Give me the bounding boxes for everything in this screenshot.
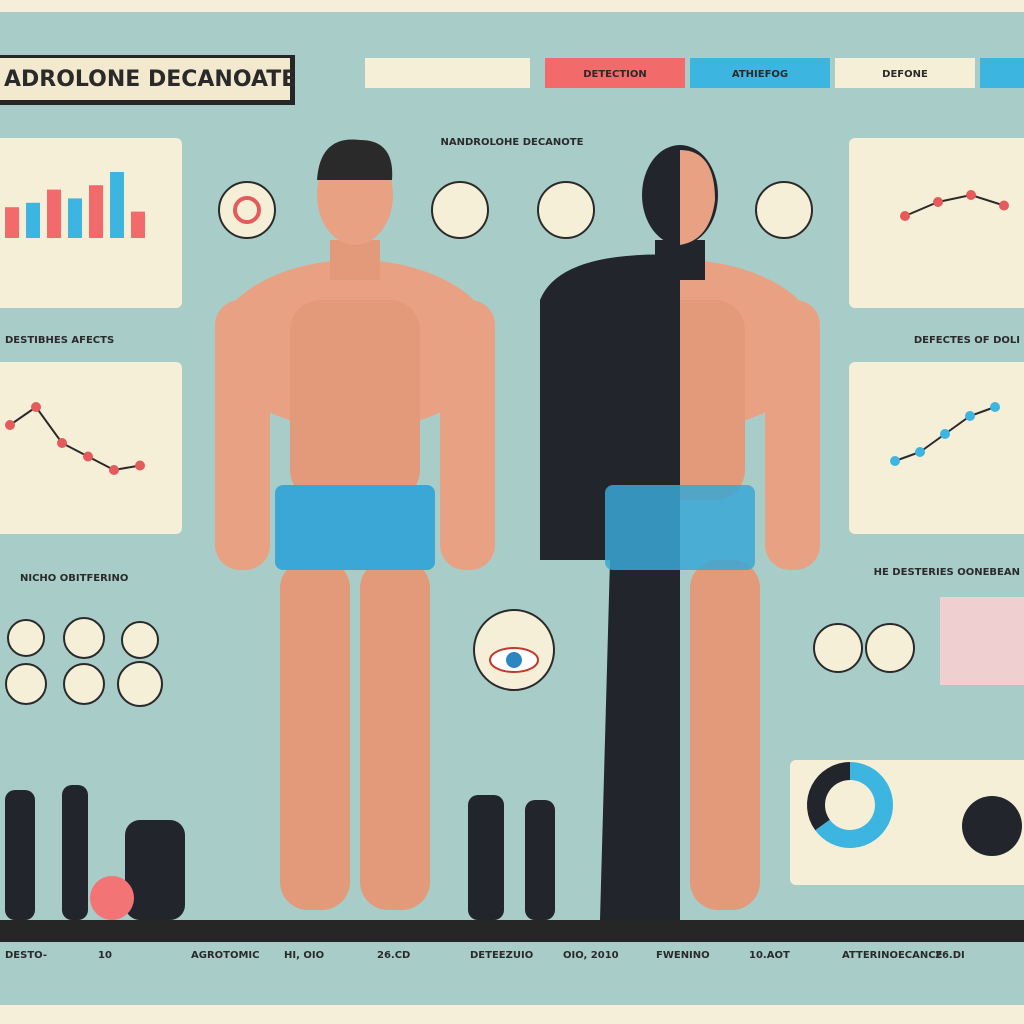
tab — [365, 58, 530, 88]
tab-label: DEFONE — [882, 69, 928, 80]
tab — [545, 58, 685, 88]
timeline-label: AGROTOMIC — [191, 950, 259, 961]
point — [5, 420, 15, 430]
point — [965, 411, 975, 421]
point — [940, 429, 950, 439]
section-heading: NICHO OBITFERINO — [20, 573, 128, 584]
donut-segment — [807, 762, 851, 831]
figure-right — [540, 145, 820, 920]
timeline-label: 26.CD — [377, 950, 410, 961]
line — [904, 193, 1005, 217]
weight-plate — [90, 876, 134, 920]
silhouettes — [5, 785, 555, 920]
panel — [849, 138, 1024, 308]
timeline-bar — [0, 920, 1024, 942]
bar — [5, 207, 19, 238]
timeline-label: ATTERINOECANCE — [842, 950, 943, 961]
timeline-label: DESTO- — [5, 950, 47, 961]
bar — [89, 185, 103, 238]
bar — [110, 172, 124, 238]
timeline-label: 10.AOT — [749, 950, 790, 961]
panel — [0, 362, 182, 534]
point — [933, 197, 943, 207]
point — [915, 447, 925, 457]
timeline-label: HI, OIO — [284, 950, 324, 961]
point — [57, 438, 67, 448]
panel — [790, 760, 1024, 885]
point — [109, 465, 119, 475]
bar — [131, 211, 145, 238]
timeline-label: FWENINO — [656, 950, 710, 961]
icon-ring — [233, 196, 261, 224]
point — [83, 451, 93, 462]
tab-label: ATHIEFOG — [732, 69, 788, 80]
title: ADROLONE DECANOATE — [4, 67, 296, 92]
timeline-label: 26.DI — [935, 950, 965, 961]
point — [900, 211, 910, 221]
point — [135, 460, 145, 471]
point — [966, 190, 976, 200]
donut-segment — [815, 762, 893, 848]
tab — [980, 58, 1024, 88]
subtitle: NANDROLOHE DECANOTE — [441, 137, 584, 148]
iris — [506, 652, 522, 668]
title-box — [0, 58, 290, 100]
mini-chart-bg — [940, 597, 1024, 685]
timeline-label: DETEEZUIO — [470, 950, 533, 961]
dial — [962, 796, 1022, 856]
point — [890, 456, 900, 466]
tab — [835, 58, 975, 88]
section-heading: HE DESTERIES OONEBEAN — [874, 567, 1020, 578]
tab-label: DETECTION — [583, 69, 647, 80]
point — [990, 402, 1000, 412]
section-heading: DEFECTES OF DOLI — [914, 335, 1020, 346]
bar — [26, 202, 40, 238]
timeline-label: OIO, 2010 — [563, 950, 619, 961]
figure-left — [215, 139, 495, 910]
panel — [849, 362, 1024, 534]
tab — [690, 58, 830, 88]
bottom-strip — [0, 1005, 1024, 1024]
icons — [5, 181, 915, 707]
point — [31, 402, 41, 412]
bar — [68, 198, 82, 238]
section-heading: DESTIBHES AFECTS — [5, 335, 114, 346]
bar — [47, 189, 61, 238]
top-strip — [0, 0, 1024, 12]
point — [999, 200, 1009, 211]
timeline-label: 10 — [98, 950, 112, 961]
